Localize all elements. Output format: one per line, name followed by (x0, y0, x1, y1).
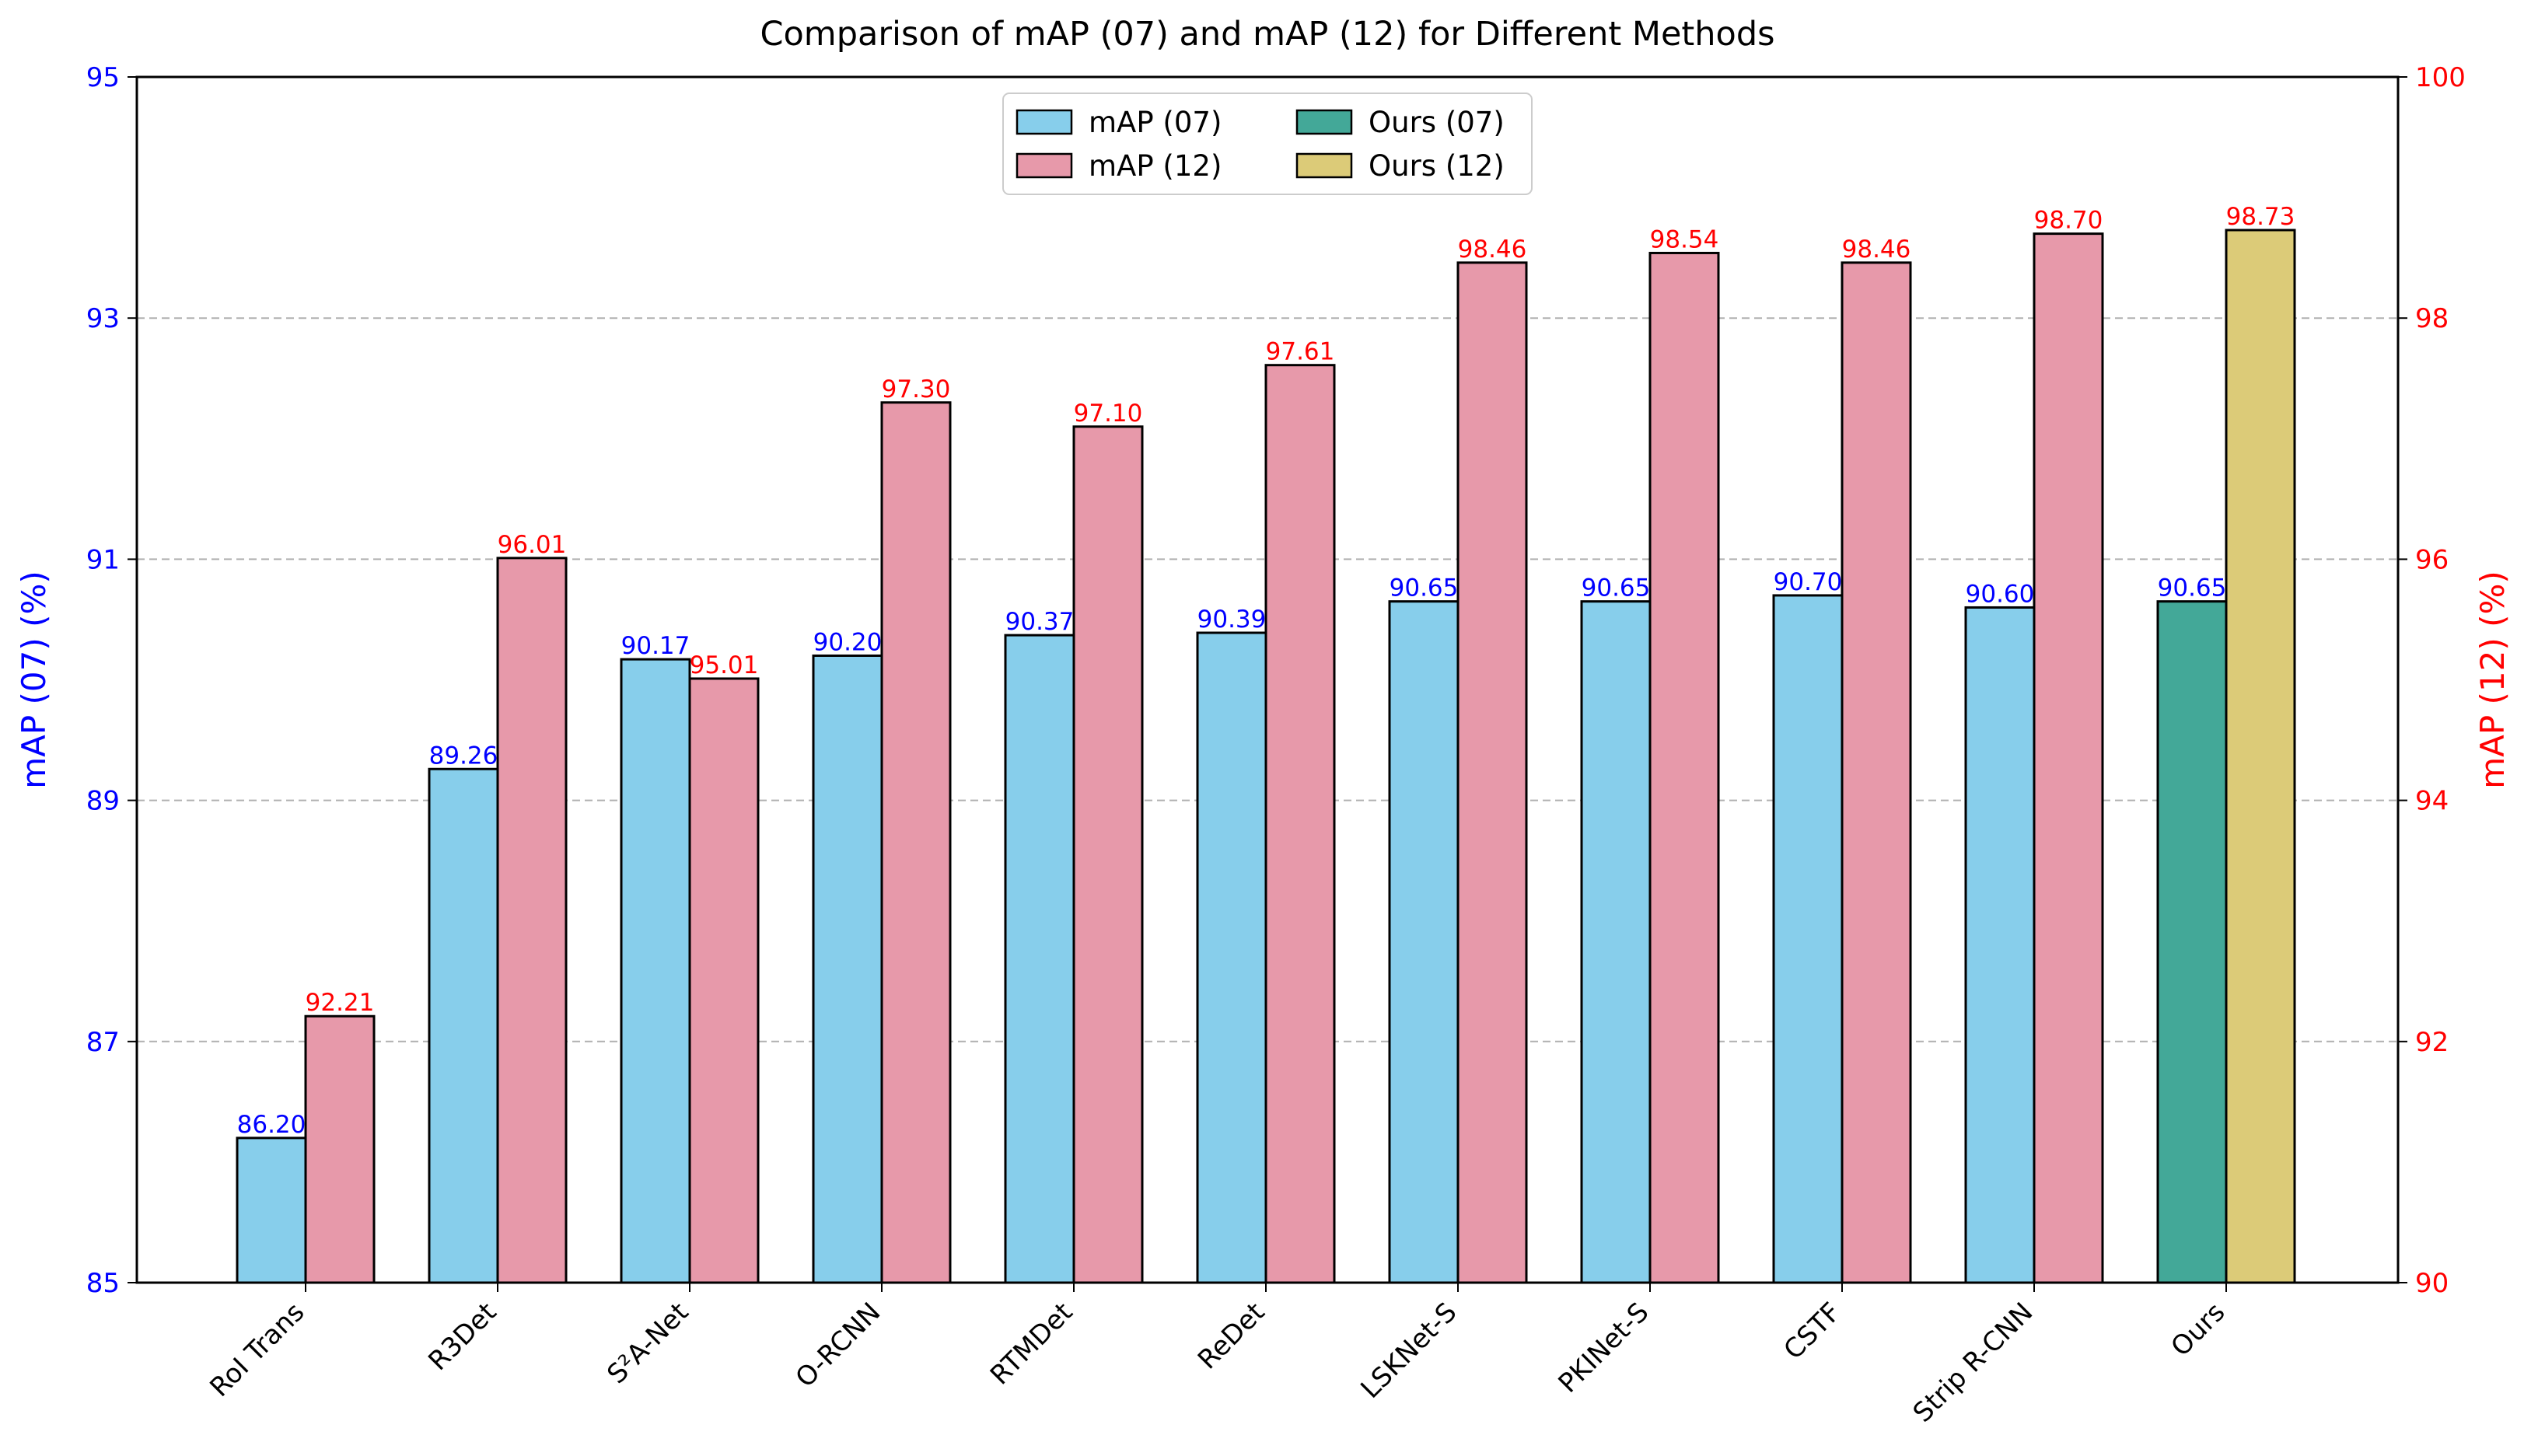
bar-map12 (1072, 425, 1144, 1284)
left-tick-label: 95 (86, 62, 120, 93)
left-tick-label: 89 (86, 786, 120, 817)
bar-map12 (1648, 251, 1720, 1284)
bar-map12 (880, 401, 952, 1284)
bar-map07 (1580, 600, 1652, 1284)
bar-map07 (1004, 634, 1075, 1284)
bar-map12 (1456, 261, 1528, 1284)
left-tick-label: 93 (86, 303, 120, 334)
bar-map12 (496, 557, 568, 1284)
right-tick-label: 98 (2415, 303, 2449, 334)
value-label-map12: 95.01 (690, 651, 759, 679)
bar-map07 (1964, 606, 2036, 1284)
bar-map12 (688, 677, 760, 1284)
value-label-map12: 98.73 (2226, 203, 2295, 231)
right-tick-label: 96 (2415, 544, 2449, 575)
bar-map07 (1196, 631, 1267, 1284)
chart-title: Comparison of mAP (07) and mAP (12) for … (760, 15, 1774, 54)
bar-map07 (428, 767, 499, 1284)
bar-map07 (236, 1137, 307, 1284)
value-label-map07: 90.37 (1005, 608, 1075, 636)
right-tick-label: 94 (2415, 786, 2449, 817)
value-label-map07: 90.17 (621, 632, 690, 660)
value-label-map12: 98.54 (1650, 225, 1719, 253)
right-y-axis: 90 92 94 96 98 100 (2398, 62, 2466, 1299)
value-label-map07: 90.20 (813, 628, 883, 656)
legend-label: mAP (07) (1089, 106, 1222, 139)
value-label-map07: 90.60 (1966, 580, 2035, 608)
bar-map12 (1841, 261, 1912, 1284)
left-y-axis: 85 87 89 91 93 95 (86, 62, 137, 1299)
bar-map07 (620, 658, 691, 1284)
bar-map12 (2033, 232, 2104, 1284)
value-label-map07: 89.26 (429, 742, 498, 770)
legend: mAP (07) mAP (12) Ours (07) Ours (12) (1002, 93, 1533, 195)
value-label-map07: 90.65 (1390, 574, 1459, 602)
bar-map12 (304, 1014, 376, 1284)
value-label-map12: 98.46 (1458, 236, 1527, 264)
legend-label: Ours (12) (1369, 149, 1505, 183)
left-tick-label: 91 (86, 544, 120, 575)
bar-map07 (812, 654, 883, 1284)
right-tick-label: 90 (2415, 1268, 2449, 1299)
value-label-map12: 97.10 (1074, 400, 1143, 428)
value-label-map07: 90.65 (1582, 574, 1651, 602)
value-label-map12: 96.01 (498, 531, 567, 559)
legend-box (1002, 93, 1533, 195)
legend-swatch (1295, 152, 1353, 179)
left-tick-label: 85 (86, 1268, 120, 1299)
value-label-map12: 98.70 (2034, 207, 2103, 235)
value-label-map07: 90.39 (1197, 606, 1267, 634)
right-tick-label: 92 (2415, 1027, 2449, 1058)
value-label-map07: 86.20 (237, 1111, 306, 1139)
legend-swatch (1016, 109, 1073, 135)
value-label-map07: 90.65 (2158, 574, 2227, 602)
value-label-map12: 92.21 (306, 989, 375, 1017)
value-label-map12: 97.30 (882, 375, 951, 403)
bar-map07 (1388, 600, 1460, 1284)
legend-label: Ours (07) (1369, 106, 1505, 139)
bar-map07 (1772, 594, 1844, 1284)
bar-map12 (1264, 364, 1336, 1284)
legend-swatch (1016, 152, 1073, 179)
legend-label: mAP (12) (1089, 149, 1222, 183)
right-axis-title: mAP (12) (%) (2473, 571, 2512, 789)
value-label-map12: 98.46 (1842, 236, 1911, 264)
value-label-map07: 90.70 (1774, 568, 1843, 596)
value-label-map12: 97.61 (1266, 338, 1335, 366)
right-tick-label: 100 (2415, 62, 2466, 93)
left-tick-label: 87 (86, 1027, 120, 1058)
legend-swatch (1295, 109, 1353, 135)
left-axis-title: mAP (07) (%) (15, 571, 53, 789)
bar-map12 (2225, 229, 2296, 1284)
bar-map07 (2156, 600, 2228, 1284)
plot-frame (135, 75, 2400, 1284)
